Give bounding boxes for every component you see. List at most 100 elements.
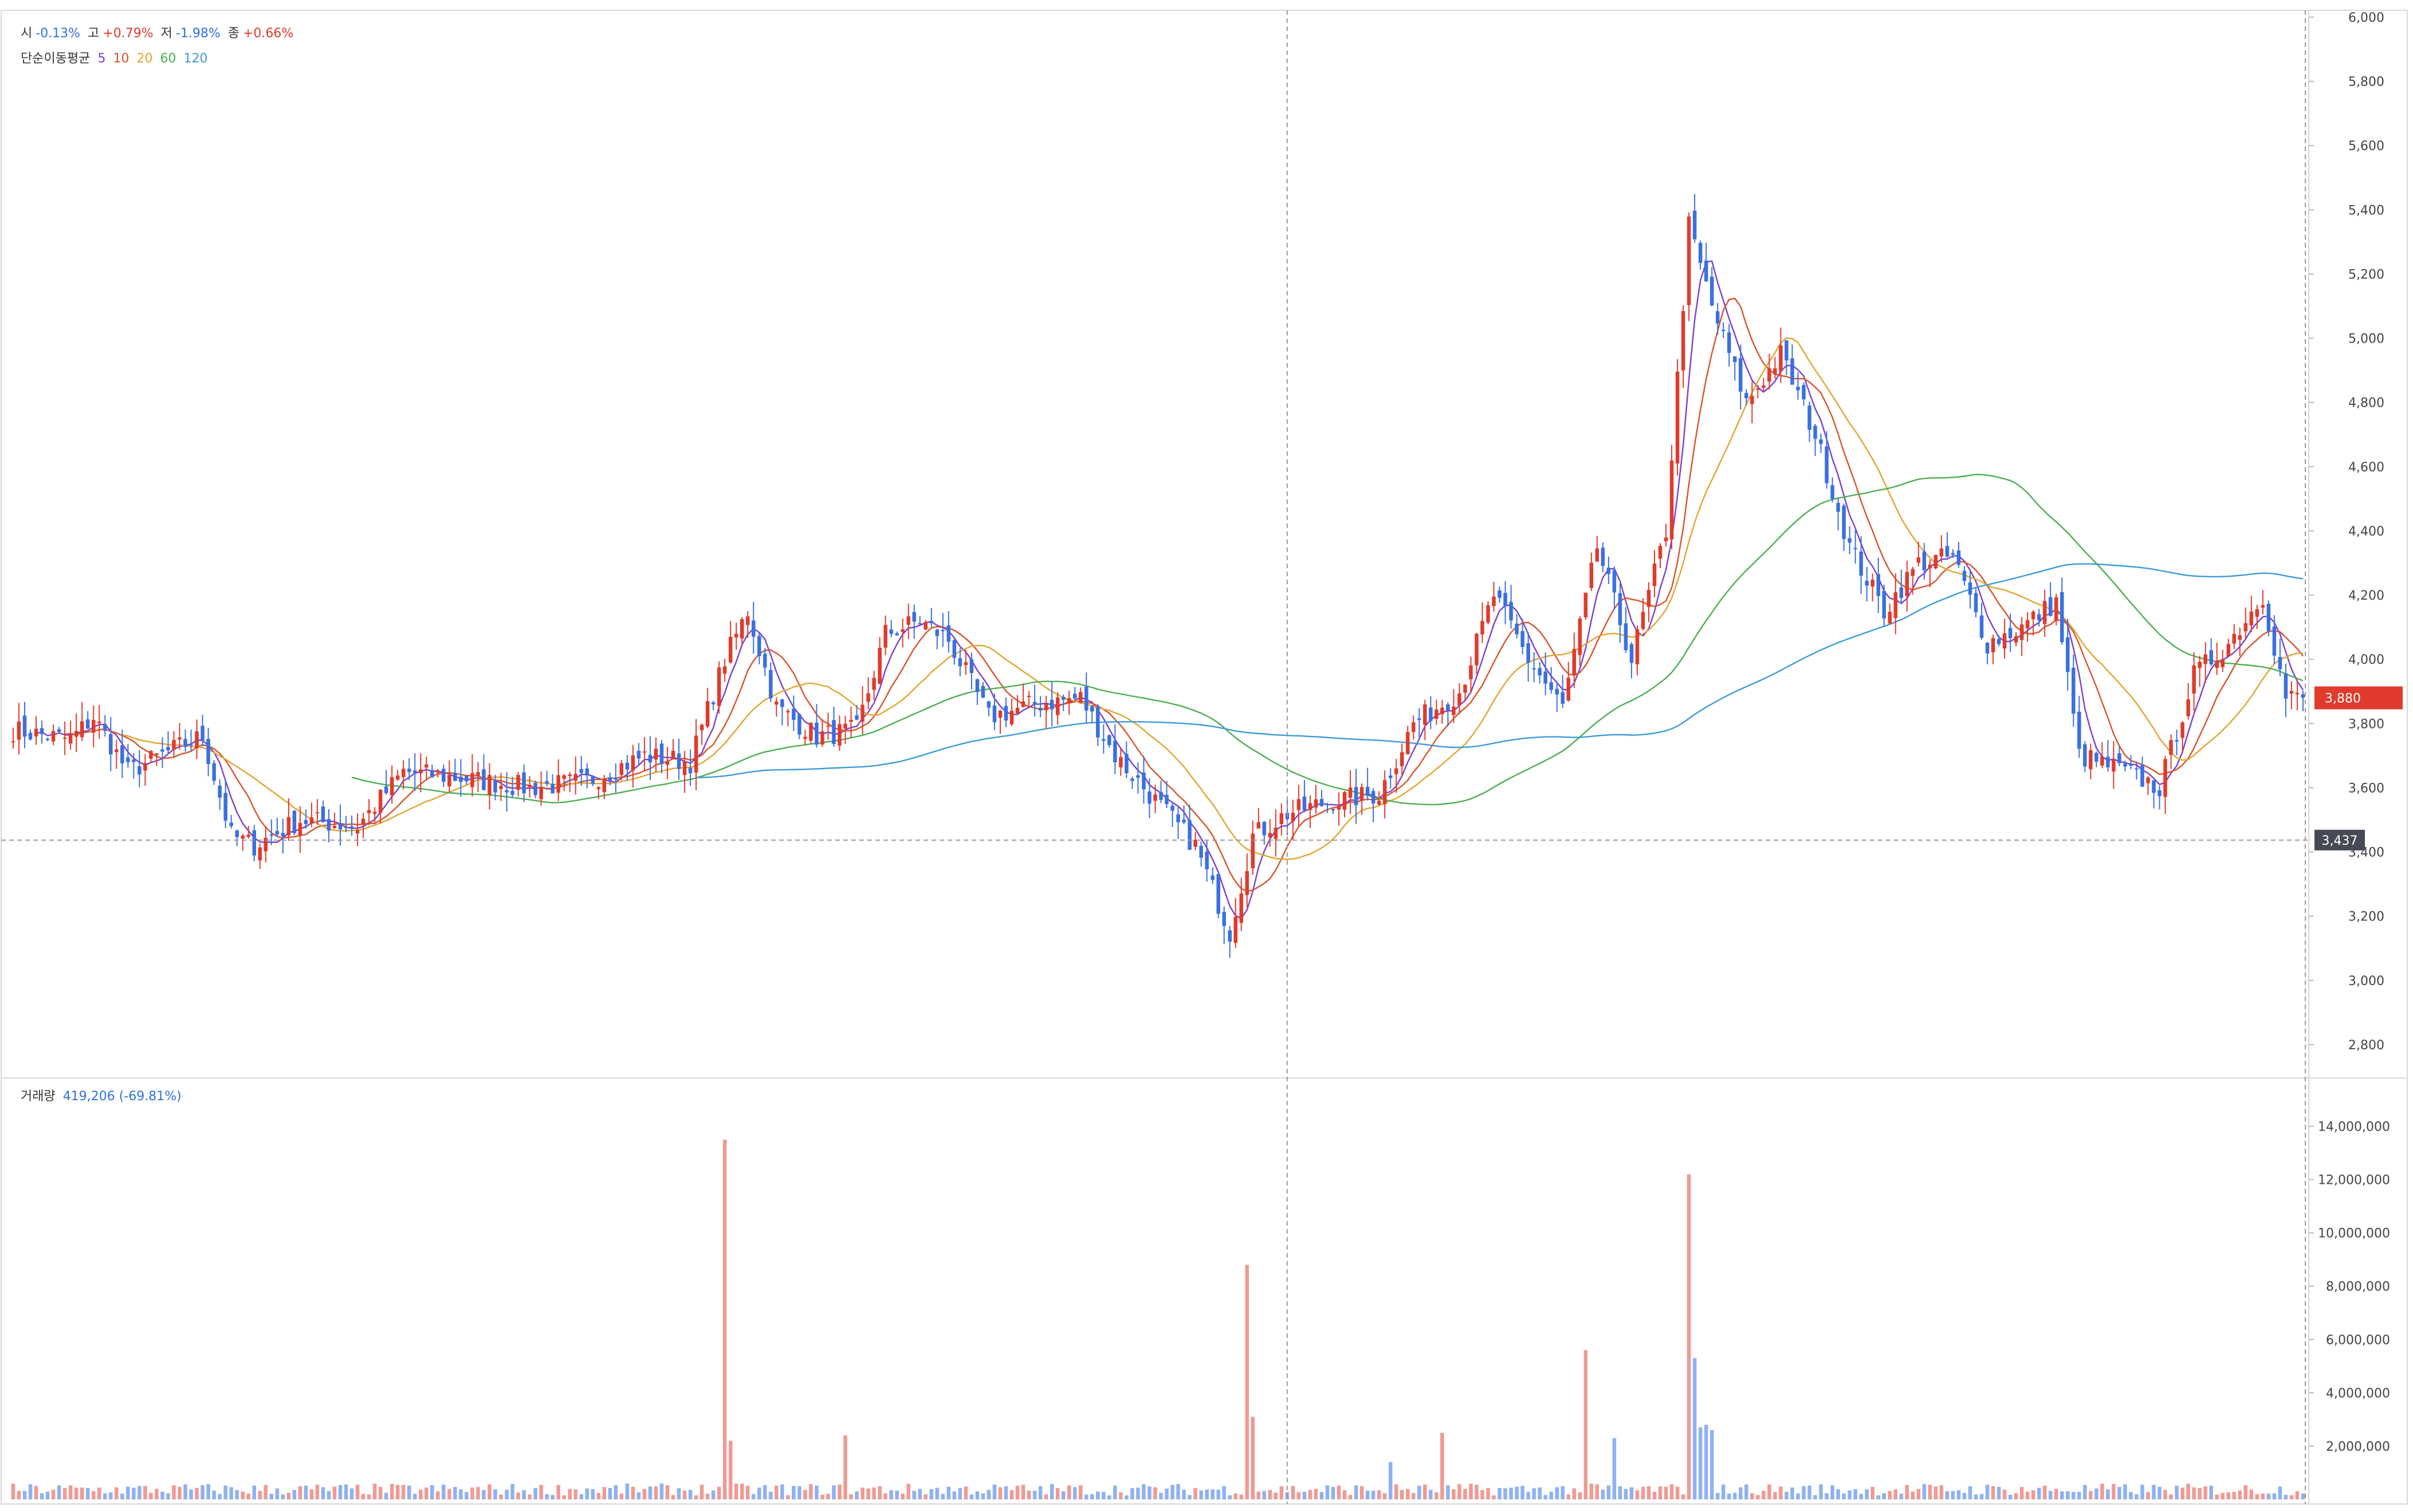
candle-body [826, 726, 830, 727]
candle-body [1096, 706, 1100, 738]
candle-body [614, 778, 618, 780]
candle-body [2072, 667, 2076, 714]
volume-bar [1256, 1491, 1261, 1499]
candle-body [332, 825, 337, 828]
volume-bar [2066, 1491, 2070, 1499]
volume-bar [1762, 1491, 1766, 1499]
volume-bar [522, 1490, 526, 1499]
candle-body [1641, 612, 1645, 629]
candle-body [143, 763, 147, 771]
candle-body [349, 826, 354, 828]
volume-bar [1296, 1492, 1301, 1499]
volume-bar [1882, 1493, 1886, 1499]
volume-bar [298, 1486, 302, 1499]
candle-body [1475, 633, 1479, 666]
volume-bar [85, 1488, 90, 1499]
price-tick-label: 4,200 [2348, 589, 2384, 603]
volume-bar [935, 1487, 940, 1499]
volume-bar [2169, 1494, 2173, 1499]
volume-bar [1274, 1492, 1278, 1499]
volume-bar [1790, 1487, 1794, 1499]
volume-bar [585, 1488, 590, 1499]
candle-body [40, 728, 44, 734]
volume-bar [533, 1488, 537, 1499]
volume-bar [1216, 1490, 1220, 1499]
candle-body [699, 724, 704, 731]
candle-body [355, 830, 360, 834]
candle-body [85, 719, 90, 729]
volume-bar [1744, 1484, 1748, 1499]
volume-bar [1365, 1490, 1370, 1499]
candle-body [1785, 340, 1789, 361]
candle-body [401, 769, 406, 777]
high-change: +0.79% [103, 26, 154, 41]
candle-body [252, 830, 256, 856]
volume-bar [22, 1491, 27, 1499]
volume-bar [292, 1490, 297, 1499]
volume-bar [1807, 1486, 1811, 1499]
candle-body [596, 787, 601, 789]
candle-body [677, 753, 681, 769]
candle-body [1262, 822, 1267, 836]
volume-bar [642, 1489, 647, 1499]
candle-body [212, 763, 216, 781]
candle-body [1136, 775, 1140, 778]
candle-body [1354, 787, 1358, 805]
volume-bar [1038, 1486, 1043, 1499]
volume-bar [516, 1492, 520, 1499]
volume-bar [2180, 1487, 2184, 1499]
open-change: -0.13% [36, 26, 81, 41]
volume-bar [1842, 1493, 1846, 1499]
volume-bar [1939, 1485, 1944, 1499]
candle-body [1796, 387, 1800, 391]
candle-body [120, 745, 124, 763]
candle-body [103, 723, 107, 731]
volume-bar [1709, 1430, 1714, 1499]
candle-body [2249, 611, 2254, 625]
volume-bar [688, 1490, 693, 1499]
candle-body [1228, 930, 1232, 942]
candle-body [115, 749, 119, 753]
candle-body [1532, 668, 1536, 670]
candle-body [838, 724, 842, 746]
volume-bar [1382, 1493, 1387, 1499]
volume-bar [2203, 1486, 2207, 1499]
volume-bar [803, 1490, 807, 1499]
candle-body [2077, 711, 2081, 749]
volume-bar [384, 1493, 388, 1499]
ma-legend[interactable]: 단순이동평균 5 10 20 60 120 [21, 48, 211, 66]
volume-bar [1165, 1489, 1169, 1499]
volume-bar [1796, 1493, 1800, 1499]
candle-body [1406, 732, 1410, 754]
candle-body [2226, 644, 2231, 657]
candle-body [258, 847, 262, 861]
volume-bar [1153, 1487, 1157, 1499]
candle-body [367, 810, 371, 813]
candle-body [1624, 623, 1628, 651]
volume-bar [1785, 1491, 1789, 1499]
candle-body [1503, 593, 1507, 607]
candle-body [2272, 627, 2277, 656]
volume-bar [1102, 1491, 1106, 1499]
volume-bar [390, 1483, 394, 1499]
volume-bar [45, 1491, 50, 1499]
volume-bar [2243, 1485, 2248, 1499]
candle-body [769, 670, 773, 699]
candle-body [1652, 563, 1657, 586]
volume-bar [499, 1494, 503, 1499]
candle-body [1222, 912, 1226, 926]
candle-body [395, 775, 400, 780]
ma-120-line [696, 563, 2304, 778]
volume-bar [659, 1483, 664, 1499]
candle-body [1274, 828, 1278, 840]
volume-bar [372, 1483, 377, 1499]
volume-bar [1475, 1485, 1479, 1499]
candle-body [981, 686, 985, 698]
candle-body [969, 659, 974, 674]
volume-bar [2266, 1493, 2271, 1499]
candle-body [1601, 548, 1605, 566]
candle-body [1256, 822, 1261, 829]
candle-body [780, 699, 784, 707]
